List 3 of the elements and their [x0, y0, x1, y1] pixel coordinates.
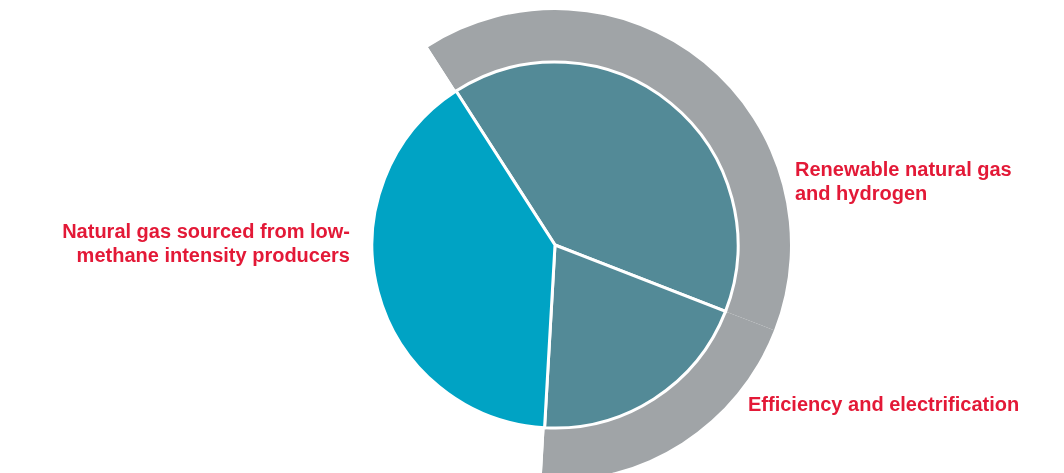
slice-label: Natural gas sourced from low-methane intensity producers	[62, 220, 350, 266]
slice-label: Efficiency and electrification	[748, 393, 1020, 415]
slice-label: Renewable natural gas and hydrogen	[795, 158, 1012, 204]
